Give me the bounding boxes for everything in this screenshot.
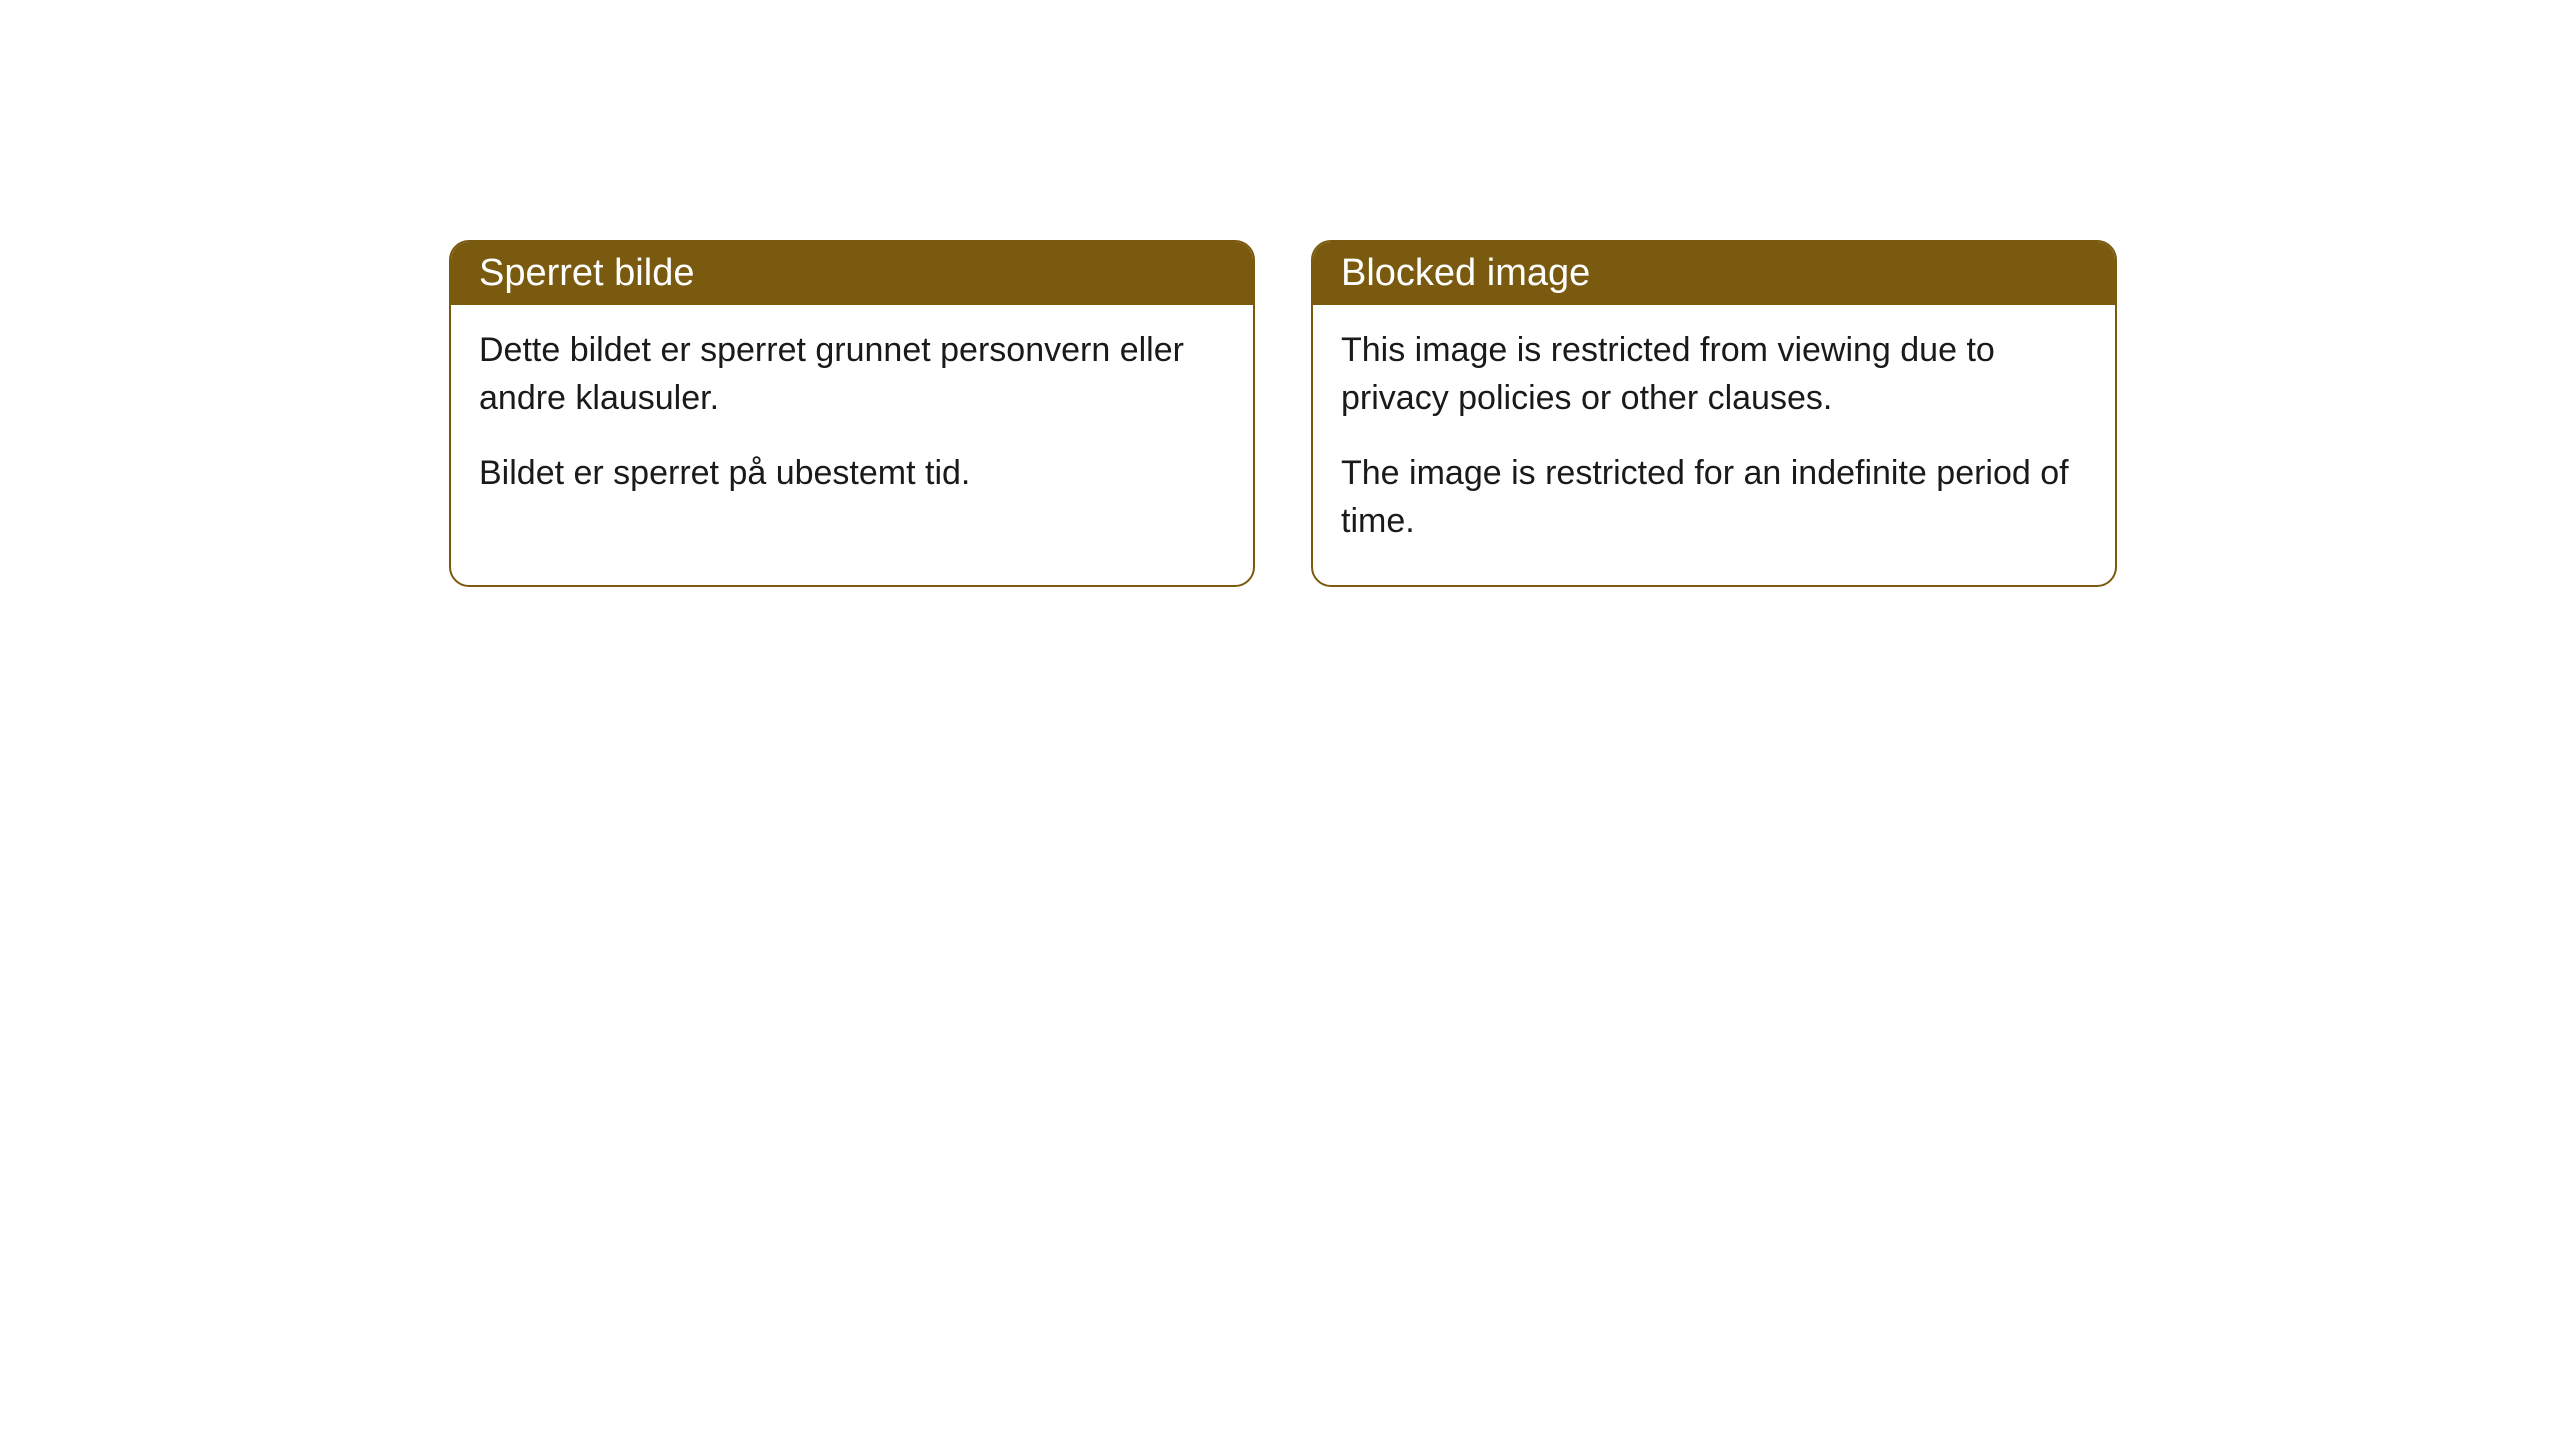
card-paragraph: Bildet er sperret på ubestemt tid. bbox=[479, 450, 1225, 498]
card-paragraph: This image is restricted from viewing du… bbox=[1341, 327, 2087, 422]
card-header: Sperret bilde bbox=[451, 242, 1253, 305]
card-header: Blocked image bbox=[1313, 242, 2115, 305]
blocked-image-card-english: Blocked image This image is restricted f… bbox=[1311, 240, 2117, 587]
card-title: Sperret bilde bbox=[479, 252, 694, 294]
card-paragraph: Dette bildet er sperret grunnet personve… bbox=[479, 327, 1225, 422]
card-paragraph: The image is restricted for an indefinit… bbox=[1341, 450, 2087, 545]
card-body: This image is restricted from viewing du… bbox=[1313, 305, 2115, 585]
card-title: Blocked image bbox=[1341, 252, 1590, 294]
card-body: Dette bildet er sperret grunnet personve… bbox=[451, 305, 1253, 538]
blocked-image-card-norwegian: Sperret bilde Dette bildet er sperret gr… bbox=[449, 240, 1255, 587]
notice-cards-container: Sperret bilde Dette bildet er sperret gr… bbox=[0, 0, 2560, 587]
